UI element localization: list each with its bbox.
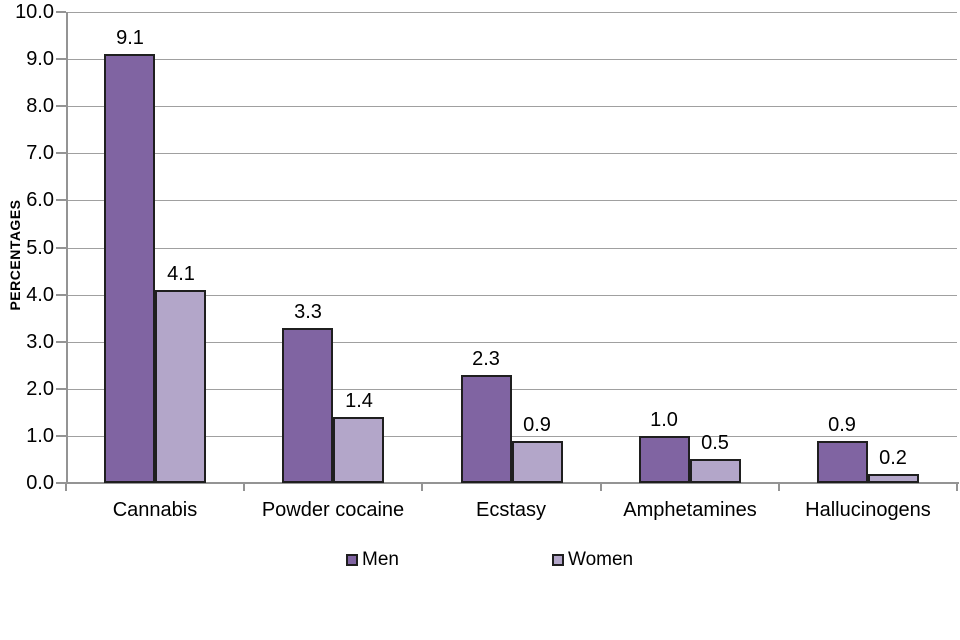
- y-tick-label-6: 6.0: [26, 189, 54, 211]
- category-label-ecstasy: Ecstasy: [475, 499, 547, 521]
- x-tick-mark-4: [778, 484, 780, 491]
- data-label-men-ecstasy: 2.3: [472, 348, 500, 370]
- y-tick-mark-2: [56, 388, 66, 390]
- y-axis-line: [66, 12, 68, 483]
- y-tick-label-4: 4.0: [26, 284, 54, 306]
- x-tick-mark-2: [421, 484, 423, 491]
- gridline-3: [66, 342, 957, 343]
- category-label-hallucinogens: Hallucinogens: [805, 499, 931, 521]
- legend-swatch-women: [552, 554, 564, 566]
- gridline-8: [66, 106, 957, 107]
- y-tick-label-3: 3.0: [26, 331, 54, 353]
- y-tick-mark-5: [56, 247, 66, 249]
- y-tick-mark-9: [56, 58, 66, 60]
- y-tick-label-8: 8.0: [26, 95, 54, 117]
- y-tick-mark-10: [56, 11, 66, 13]
- bar-women-powder-cocaine: [333, 417, 384, 483]
- category-label-powder-cocaine: Powder cocaine: [261, 499, 405, 521]
- bar-men-amphetamines: [639, 436, 690, 483]
- data-label-women-cannabis: 4.1: [167, 263, 195, 285]
- y-tick-label-2: 2.0: [26, 378, 54, 400]
- y-tick-label-9: 9.0: [26, 48, 54, 70]
- legend-item-women: Women: [552, 549, 634, 570]
- x-axis-line: [66, 482, 959, 484]
- y-tick-label-10: 10.0: [15, 1, 54, 23]
- y-tick-mark-4: [56, 294, 66, 296]
- legend-item-men: Men: [346, 549, 399, 570]
- gridline-4: [66, 295, 957, 296]
- y-tick-mark-8: [56, 105, 66, 107]
- x-tick-mark-3: [600, 484, 602, 491]
- y-tick-mark-7: [56, 152, 66, 154]
- bar-women-amphetamines: [690, 459, 741, 483]
- category-label-cannabis: Cannabis: [112, 499, 198, 521]
- bar-women-hallucinogens: [868, 474, 919, 483]
- y-tick-mark-3: [56, 341, 66, 343]
- data-label-women-amphetamines: 0.5: [701, 432, 729, 454]
- gridline-10: [66, 12, 957, 13]
- legend-label-women: Women: [568, 549, 634, 570]
- legend-label-men: Men: [362, 549, 399, 570]
- data-label-men-amphetamines: 1.0: [650, 409, 678, 431]
- data-label-men-powder-cocaine: 3.3: [294, 301, 322, 323]
- y-tick-mark-0: [56, 482, 66, 484]
- bar-men-ecstasy: [461, 375, 512, 483]
- x-tick-mark-5: [956, 484, 958, 491]
- gridline-7: [66, 153, 957, 154]
- y-tick-mark-6: [56, 199, 66, 201]
- bar-men-hallucinogens: [817, 441, 868, 483]
- gridline-9: [66, 59, 957, 60]
- bar-men-cannabis: [104, 54, 155, 483]
- gridline-5: [66, 248, 957, 249]
- x-tick-mark-1: [243, 484, 245, 491]
- x-tick-mark-0: [65, 484, 67, 491]
- y-tick-mark-1: [56, 435, 66, 437]
- y-tick-label-0: 0.0: [26, 472, 54, 494]
- y-tick-label-5: 5.0: [26, 237, 54, 259]
- data-label-women-powder-cocaine: 1.4: [345, 390, 373, 412]
- bar-women-cannabis: [155, 290, 206, 483]
- bar-women-ecstasy: [512, 441, 563, 483]
- y-tick-label-7: 7.0: [26, 142, 54, 164]
- data-label-men-cannabis: 9.1: [116, 27, 144, 49]
- y-tick-label-1: 1.0: [26, 425, 54, 447]
- data-label-women-hallucinogens: 0.2: [879, 447, 907, 469]
- bar-men-powder-cocaine: [282, 328, 333, 483]
- gridline-6: [66, 200, 957, 201]
- data-label-men-hallucinogens: 0.9: [828, 414, 856, 436]
- data-label-women-ecstasy: 0.9: [523, 414, 551, 436]
- legend-swatch-men: [346, 554, 358, 566]
- category-label-amphetamines: Amphetamines: [623, 499, 757, 521]
